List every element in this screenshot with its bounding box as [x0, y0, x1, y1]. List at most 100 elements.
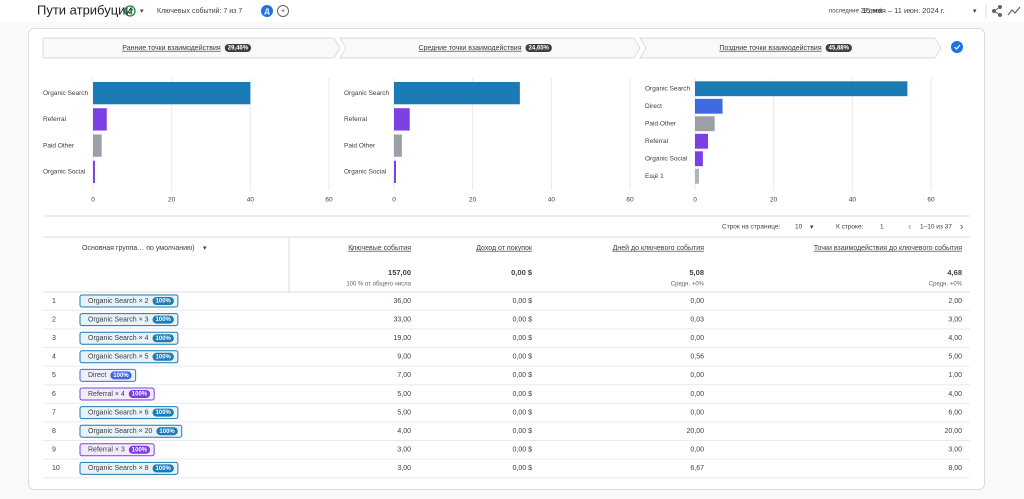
stage-label: Поздние точки взаимодействия	[719, 44, 821, 52]
cell: 0,00 $	[513, 354, 533, 361]
category-label: Paid Other	[43, 142, 75, 149]
cell: 0,00	[690, 298, 704, 305]
path-chip[interactable]	[79, 406, 179, 420]
stage-check-mark	[954, 44, 961, 50]
cell: 0,03	[690, 316, 704, 323]
cell: 19,00	[393, 335, 411, 342]
cell: 0,00 $	[513, 447, 533, 454]
sort-arrow: ↓	[350, 243, 354, 252]
path-chip[interactable]	[79, 461, 179, 475]
row-index: 4	[52, 354, 56, 361]
avatar[interactable]	[261, 5, 273, 17]
cell: 0,00	[690, 372, 704, 379]
cell: 0,56	[690, 354, 704, 361]
cell: 20,00	[944, 428, 962, 435]
cell: 6,67	[690, 465, 704, 472]
column-header[interactable]: Основная группа… по умолчанию)	[82, 245, 195, 252]
events-filter[interactable]: Ключевых событий: 7 из 7	[157, 7, 242, 15]
x-tick-label: 20	[770, 197, 778, 204]
path-chip[interactable]	[79, 313, 179, 327]
path-chip[interactable]	[79, 350, 179, 364]
path-badge	[152, 352, 174, 361]
stage-chevron	[42, 37, 341, 59]
path-label: Organic Search × 6	[88, 409, 149, 416]
cell: 4,00	[948, 335, 962, 342]
cell: 0,00	[690, 447, 704, 454]
path-label: Direct	[88, 372, 106, 379]
bar[interactable]	[695, 98, 723, 114]
add-button[interactable]	[277, 5, 289, 17]
bar[interactable]	[93, 134, 102, 157]
pagination-goto-value[interactable]: 1	[880, 224, 884, 231]
insights-icon[interactable]	[1007, 6, 1021, 16]
add-plus: +	[281, 8, 285, 15]
cell: 33,00	[393, 316, 411, 323]
row-index: 6	[52, 391, 56, 398]
x-tick-label: 0	[91, 197, 95, 204]
cell: 0,00 $	[513, 465, 533, 472]
path-badge-text: 100%	[113, 373, 129, 379]
bar[interactable]	[695, 133, 708, 149]
stage-badge	[825, 44, 852, 52]
cell: 3,00	[948, 316, 962, 323]
pagination-rows-label: Строк на странице:	[722, 224, 781, 231]
top-bar	[0, 0, 1024, 22]
cell: 0,00 $	[513, 372, 533, 379]
path-badge	[152, 464, 174, 473]
column-header[interactable]: Доход от покупок	[476, 245, 533, 252]
path-badge-text: 100%	[156, 410, 172, 416]
category-label: Direct	[645, 103, 662, 110]
bar[interactable]	[695, 81, 908, 97]
stage-percent: 45,88%	[829, 46, 850, 52]
cell: 0,00 $	[513, 428, 533, 435]
bar[interactable]	[93, 160, 95, 184]
column-header[interactable]: Дней до ключевого события	[613, 244, 705, 252]
x-tick-label: 20	[469, 197, 477, 204]
bar[interactable]	[695, 168, 699, 184]
stage-chevron	[639, 37, 942, 59]
cell: 0,00	[690, 391, 704, 398]
pagination-rows-value[interactable]: 10	[795, 224, 803, 231]
next-page[interactable]: ›	[960, 222, 963, 233]
cell: 0,00 $	[513, 335, 533, 342]
path-label: Organic Search × 2	[88, 298, 149, 305]
x-tick-label: 0	[693, 197, 697, 204]
bar[interactable]	[394, 160, 396, 184]
path-chip[interactable]	[79, 331, 179, 345]
pagination-goto-label: К строке:	[836, 224, 864, 231]
dropdown-arrow[interactable]: ▾	[140, 8, 144, 15]
prev-page[interactable]: ‹	[908, 222, 911, 233]
bar[interactable]	[93, 81, 251, 105]
category-label: Organic Search	[645, 85, 691, 92]
cell: 3,00	[397, 465, 411, 472]
path-chip[interactable]	[79, 294, 179, 308]
cell: 0,00	[690, 335, 704, 342]
row-index: 2	[52, 316, 56, 323]
date-arrow[interactable]: ▾	[973, 8, 977, 15]
path-badge	[128, 445, 151, 454]
dimension-arrow[interactable]: ▾	[203, 245, 207, 252]
cell: 5,00	[397, 409, 411, 416]
column-header[interactable]: Точки взаимодействия до ключевого событи…	[814, 244, 962, 252]
bar[interactable]	[394, 108, 410, 131]
status-icon[interactable]	[124, 5, 136, 17]
bar[interactable]	[394, 134, 402, 157]
share-icon[interactable]	[992, 5, 1002, 17]
path-badge	[152, 297, 174, 305]
bar[interactable]	[695, 116, 715, 132]
bar[interactable]	[695, 151, 703, 167]
path-badge	[152, 334, 174, 343]
bar[interactable]	[93, 108, 107, 131]
path-label: Organic Search × 3	[88, 316, 149, 323]
stage-badge	[525, 44, 552, 52]
stage-check[interactable]	[951, 41, 963, 53]
page-title: Пути атрибуции	[37, 2, 133, 17]
category-label: Paid Other	[344, 142, 376, 149]
row-index: 9	[52, 447, 56, 454]
column-header[interactable]: Ключевые события	[348, 244, 411, 252]
date-range[interactable]: 15 мая – 11 июн. 2024 г.	[862, 6, 945, 15]
bar[interactable]	[394, 81, 520, 105]
x-tick-label: 60	[626, 197, 634, 204]
path-chip[interactable]	[79, 424, 183, 438]
rows-arrow[interactable]: ▾	[810, 224, 814, 231]
